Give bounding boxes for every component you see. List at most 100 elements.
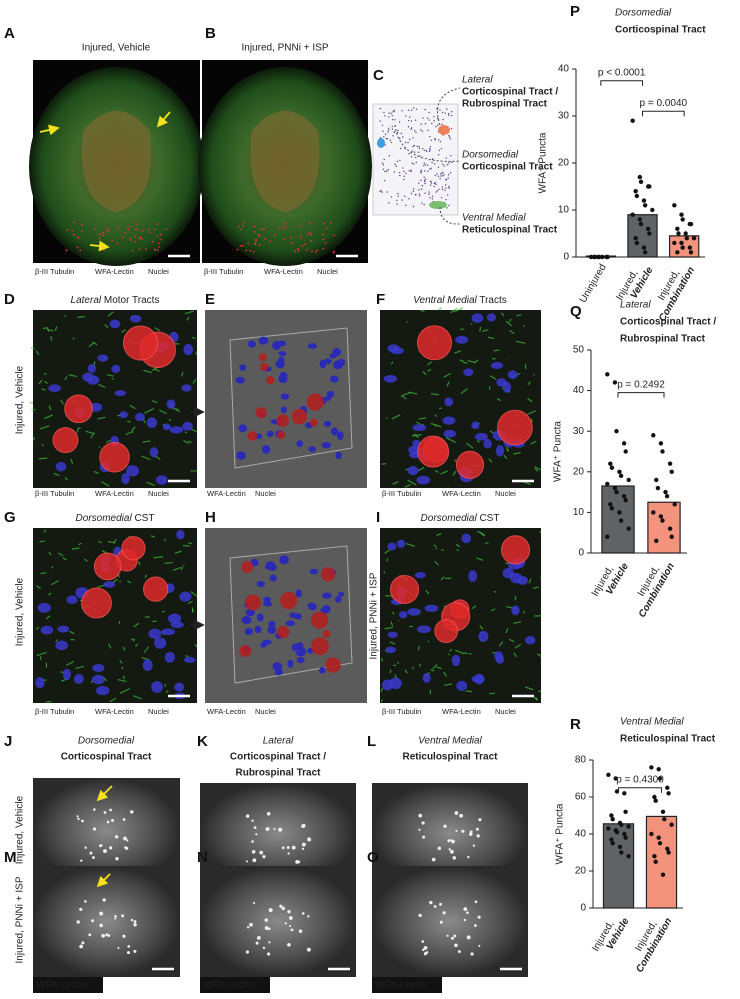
puncta [418, 913, 422, 918]
y-tick-label: 30 [573, 426, 585, 437]
fiber [48, 592, 51, 596]
dot [447, 114, 450, 116]
dot [396, 199, 398, 202]
fiber [461, 360, 468, 365]
legend-label: β-III Tubulin [35, 489, 74, 498]
puncta [101, 933, 106, 938]
fiber [77, 427, 81, 430]
puncta [301, 912, 305, 915]
puncta [289, 925, 292, 928]
fiber [539, 576, 542, 579]
fiber [454, 350, 462, 354]
dot [418, 193, 421, 195]
puncta [237, 225, 240, 228]
dot [428, 193, 430, 195]
dot [386, 138, 389, 140]
dot [433, 182, 436, 185]
puncta [284, 225, 287, 228]
dot [423, 176, 425, 178]
puncta [149, 231, 152, 234]
dot [405, 172, 407, 175]
fiber [181, 371, 184, 377]
puncta [130, 918, 134, 922]
fiber [98, 540, 103, 544]
dot [445, 187, 447, 189]
y-axis-label: WFA⁺ Puncta [555, 803, 566, 864]
dot [433, 116, 435, 118]
fiber [471, 605, 477, 610]
data-point [651, 510, 656, 515]
fiber [489, 692, 495, 695]
dot [415, 161, 417, 164]
nucleus [510, 572, 523, 584]
fiber [45, 615, 51, 620]
nucleus [417, 625, 431, 634]
dot [410, 120, 413, 122]
nucleus [308, 446, 317, 453]
puncta [437, 846, 442, 851]
grey-matter [250, 110, 320, 213]
nucleus [82, 372, 94, 382]
fiber [38, 379, 43, 385]
nucleus [321, 441, 332, 449]
nucleus [247, 340, 256, 348]
fiber [54, 326, 58, 332]
fiber [401, 392, 411, 397]
data-point [656, 835, 661, 840]
bar [647, 501, 681, 554]
puncta [98, 844, 102, 848]
image-bg [200, 866, 356, 977]
dot [423, 179, 426, 181]
puncta [124, 232, 127, 234]
legend-label: WFA-Lectin [207, 707, 246, 716]
title-italic: Dorsomedial [421, 513, 478, 524]
fiber [418, 417, 427, 420]
data-point [638, 179, 644, 184]
fiber [400, 394, 407, 400]
dot [424, 122, 427, 125]
puncta [126, 839, 129, 842]
data-point [660, 809, 666, 814]
data-point [669, 534, 674, 539]
fiber [30, 347, 35, 349]
dot [405, 115, 407, 117]
pnn [311, 637, 329, 656]
puncta [476, 834, 480, 838]
chart-label: P [570, 3, 580, 20]
panel-title-bold: Rubrospinal Tract [235, 768, 321, 779]
puncta [259, 243, 261, 246]
fiber [476, 530, 486, 536]
fiber [41, 443, 44, 447]
dot [428, 191, 430, 193]
annotation-bold: Corticospinal Tract [462, 162, 553, 173]
x-tick-label: Injured, Vehicle [589, 555, 630, 604]
pnn [52, 427, 79, 454]
puncta [125, 846, 129, 850]
data-point [626, 526, 631, 531]
nucleus [245, 609, 256, 617]
fiber [84, 558, 88, 562]
panel-title-bold: Corticospinal Tract / [230, 752, 326, 763]
fiber [455, 479, 457, 481]
puncta [255, 833, 258, 836]
nucleus [166, 399, 176, 409]
data-point [606, 772, 611, 777]
fiber [482, 329, 489, 332]
y-tick-label: 30 [558, 111, 570, 122]
fiber [404, 484, 411, 488]
puncta [297, 860, 301, 864]
fiber [527, 381, 531, 386]
fiber [411, 666, 414, 670]
data-point [609, 813, 614, 818]
data-point [630, 212, 635, 217]
puncta [273, 234, 276, 236]
fiber [101, 480, 110, 487]
nucleus [119, 411, 128, 419]
dot [396, 131, 399, 134]
panel-label: O [367, 849, 379, 866]
annotation-italic: Ventral Medial [462, 213, 526, 224]
puncta [77, 236, 80, 239]
fiber [443, 372, 451, 378]
nucleus [134, 412, 145, 422]
fiber [513, 452, 521, 455]
